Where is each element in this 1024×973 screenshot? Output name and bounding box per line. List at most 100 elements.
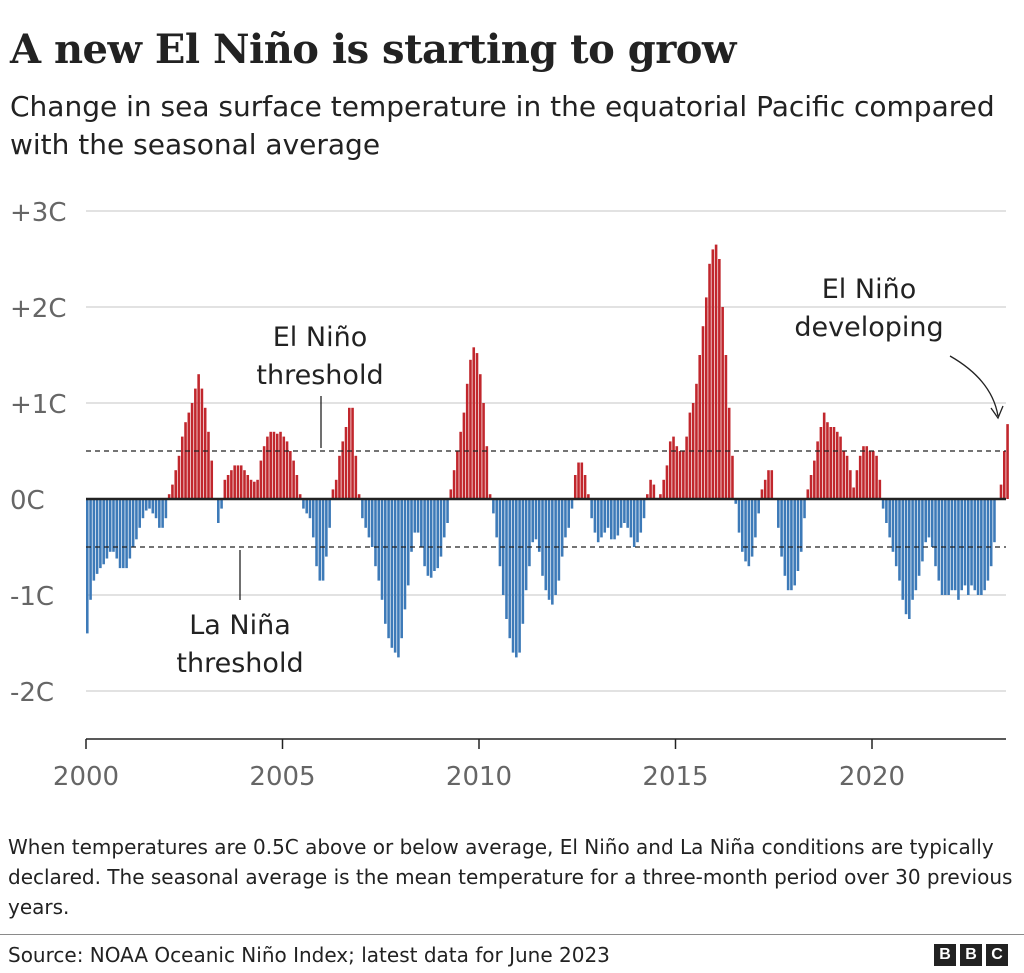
- arrowhead: [990, 405, 1004, 420]
- data-bar: [256, 479, 259, 499]
- data-bar: [406, 499, 410, 586]
- y-tick-label: 0C: [10, 486, 45, 516]
- data-bar: [485, 446, 489, 499]
- data-bar: [99, 499, 102, 569]
- data-bar: [688, 412, 692, 499]
- data-bar: [380, 499, 384, 600]
- data-bar: [420, 499, 423, 547]
- data-bar: [613, 499, 616, 540]
- data-bar: [564, 499, 567, 538]
- data-bar: [678, 451, 682, 499]
- data-bar: [868, 451, 872, 499]
- data-bar: [606, 499, 610, 528]
- y-tick-label: +2C: [10, 294, 66, 324]
- data-bar: [629, 499, 633, 538]
- data-bar: [302, 499, 305, 509]
- data-bar: [865, 446, 869, 499]
- data-bar: [632, 499, 636, 547]
- data-bar: [911, 499, 914, 600]
- data-bar: [767, 470, 770, 499]
- data-bar: [917, 499, 921, 576]
- data-bar: [488, 494, 492, 499]
- data-bar: [197, 374, 200, 499]
- data-bar: [878, 479, 882, 499]
- data-bar: [894, 499, 898, 567]
- data-bar: [603, 499, 607, 533]
- data-bar: [845, 455, 849, 499]
- data-bar: [158, 499, 161, 528]
- data-bar: [806, 489, 810, 499]
- la-nina-threshold-label-line: threshold: [176, 648, 303, 679]
- data-bar: [108, 499, 112, 552]
- data-bar: [799, 499, 803, 552]
- data-bar: [551, 499, 554, 605]
- data-bar: [731, 455, 734, 499]
- data-bar: [547, 499, 551, 600]
- data-bar: [636, 499, 639, 543]
- el-nino-developing-label-line: El Niño: [822, 274, 916, 305]
- data-bar: [236, 465, 240, 499]
- data-bar: [737, 499, 741, 533]
- data-bar: [777, 499, 780, 528]
- data-bar: [348, 407, 351, 499]
- data-bar: [233, 465, 236, 499]
- data-bar: [439, 499, 443, 557]
- data-bar: [89, 499, 92, 600]
- data-bar: [668, 441, 672, 499]
- data-bar: [619, 499, 623, 528]
- data-bar: [993, 499, 996, 543]
- data-bar: [465, 383, 469, 499]
- data-bar: [151, 499, 155, 514]
- data-bar: [652, 484, 656, 499]
- data-bar: [1006, 424, 1009, 499]
- data-bar: [983, 499, 986, 591]
- data-bar: [796, 499, 800, 571]
- data-bar: [754, 499, 757, 538]
- data-bar: [963, 499, 967, 586]
- data-bar: [354, 455, 358, 499]
- data-bar: [816, 441, 819, 499]
- data-bar: [275, 433, 279, 499]
- data-bar: [161, 499, 164, 528]
- data-bar: [541, 499, 544, 576]
- data-bar: [560, 499, 564, 557]
- data-bar: [171, 484, 174, 499]
- data-bar: [783, 499, 787, 576]
- data-bar: [760, 489, 764, 499]
- data-bar: [924, 499, 927, 543]
- data-bar: [413, 499, 417, 533]
- data-bar: [593, 499, 597, 533]
- data-bar: [449, 489, 453, 499]
- data-bar: [262, 446, 266, 499]
- annotations: El Niño threshold La Niña threshold El Niño d…: [176, 274, 1004, 679]
- data-bar: [898, 499, 901, 581]
- la-nina-threshold-label: La Niña threshold: [176, 610, 303, 679]
- data-bar: [950, 499, 954, 591]
- data-bar: [518, 499, 521, 653]
- data-bar: [118, 499, 122, 569]
- data-bar: [721, 307, 724, 499]
- data-bar: [259, 460, 263, 499]
- data-bar: [390, 499, 394, 648]
- data-bar: [187, 412, 191, 499]
- y-tick-label: -2C: [10, 678, 54, 708]
- data-bar: [649, 479, 652, 499]
- data-bar: [112, 499, 115, 552]
- data-bar: [95, 499, 99, 574]
- data-bar: [433, 499, 436, 571]
- data-bar: [308, 499, 312, 519]
- data-bar: [253, 481, 256, 499]
- x-tick-label: 2010: [446, 762, 512, 792]
- data-bar: [194, 388, 197, 499]
- data-bar: [770, 470, 774, 499]
- data-bar: [891, 499, 895, 552]
- data-bar: [970, 499, 973, 586]
- data-bar: [334, 479, 338, 499]
- data-bar: [243, 470, 246, 499]
- data-bar: [508, 499, 512, 639]
- data-bar: [393, 499, 397, 653]
- chart-area: +3C +2C +1C 0C -1C -2C 2000 2005 2010 2015 2020 E…: [10, 198, 1009, 792]
- data-bar: [135, 499, 138, 540]
- data-bar: [387, 499, 390, 639]
- data-bar: [416, 499, 420, 533]
